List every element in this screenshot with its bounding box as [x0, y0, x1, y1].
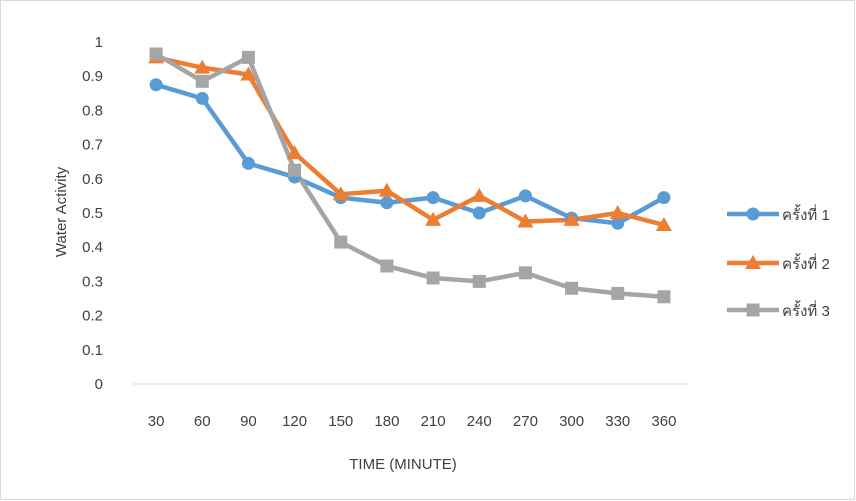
data-point-series-3	[334, 235, 348, 249]
legend-label-3: ครั้งที่ 3	[782, 300, 830, 320]
x-tick-label: 120	[282, 413, 307, 430]
x-tick-label: 180	[374, 413, 399, 430]
data-point-series-1	[195, 91, 209, 105]
data-point-series-2	[332, 186, 349, 201]
data-point-series-3	[611, 286, 625, 300]
y-tick-label: 0.9	[82, 68, 103, 85]
x-axis-title: TIME (MINUTE)	[349, 456, 456, 473]
data-point-series-1	[611, 216, 625, 230]
data-point-series-3	[426, 271, 440, 285]
data-point-series-1	[472, 206, 486, 220]
legend: ครั้งที่ 1 ครั้งที่ 2 ครั้งที่ 3	[727, 204, 830, 320]
data-point-series-3	[472, 274, 486, 288]
y-tick-label: 0.1	[82, 342, 103, 359]
data-point-series-2	[563, 211, 580, 226]
legend-label-1: ครั้งที่ 1	[782, 204, 830, 224]
data-point-series-3	[565, 281, 579, 295]
data-point-series-3	[518, 266, 532, 280]
data-point-series-2	[425, 211, 442, 226]
y-axis-title: Water Activity	[53, 166, 70, 257]
data-point-series-2	[240, 66, 257, 81]
series-line-2	[153, 55, 667, 228]
y-tick-label: 0.5	[82, 205, 103, 222]
data-point-series-2	[378, 182, 395, 197]
data-point-series-2	[471, 187, 488, 202]
data-point-series-2	[609, 205, 626, 219]
data-point-series-2	[517, 213, 534, 228]
data-point-series-1	[657, 191, 671, 205]
x-tick-label: 60	[194, 413, 211, 430]
series-line-3	[153, 51, 667, 300]
x-tick-label: 240	[467, 413, 492, 430]
series-lines	[153, 51, 667, 300]
data-point-series-3	[380, 259, 394, 273]
y-tick-label: 0	[95, 376, 103, 393]
data-point-series-3	[657, 290, 671, 304]
y-tick-label: 0.8	[82, 102, 103, 119]
data-point-series-1	[380, 196, 394, 210]
x-tick-label: 150	[328, 413, 353, 430]
y-tick-label: 0.2	[82, 308, 103, 325]
x-tick-label: 210	[421, 413, 446, 430]
legend-marker-2	[745, 255, 761, 269]
x-tick-label: 330	[605, 413, 630, 430]
x-tick-label: 360	[651, 413, 676, 430]
data-point-series-3	[149, 47, 163, 61]
x-tick-label: 270	[513, 413, 538, 430]
y-tick-label: 0.6	[82, 171, 103, 188]
data-point-series-1	[518, 189, 532, 203]
data-point-series-2	[655, 216, 672, 231]
y-tick-label: 1	[95, 34, 103, 51]
legend-marker-3	[746, 303, 760, 317]
data-point-series-1	[241, 156, 255, 170]
x-axis-ticks: 30 60 90 120 150 180 210 240 270 300 330 360	[148, 413, 677, 430]
y-axis-ticks: 0 0.1 0.2 0.3 0.4 0.5 0.6 0.7 0.8 0.9 1	[82, 34, 103, 393]
data-point-series-1	[149, 78, 163, 92]
x-tick-label: 300	[559, 413, 584, 430]
series-markers	[148, 47, 672, 304]
legend-marker-1	[746, 207, 760, 221]
y-tick-label: 0.3	[82, 273, 103, 290]
data-point-series-3	[195, 74, 209, 88]
data-point-series-3	[288, 163, 302, 177]
y-tick-label: 0.7	[82, 137, 103, 154]
y-tick-label: 0.4	[82, 239, 103, 256]
series-line-1	[153, 82, 667, 226]
x-tick-label: 30	[148, 413, 165, 430]
data-point-series-1	[426, 191, 440, 205]
data-point-series-3	[241, 50, 255, 64]
legend-label-2: ครั้งที่ 2	[782, 253, 830, 273]
data-point-series-2	[286, 145, 303, 160]
x-tick-label: 90	[240, 413, 257, 430]
data-point-series-2	[194, 59, 211, 74]
